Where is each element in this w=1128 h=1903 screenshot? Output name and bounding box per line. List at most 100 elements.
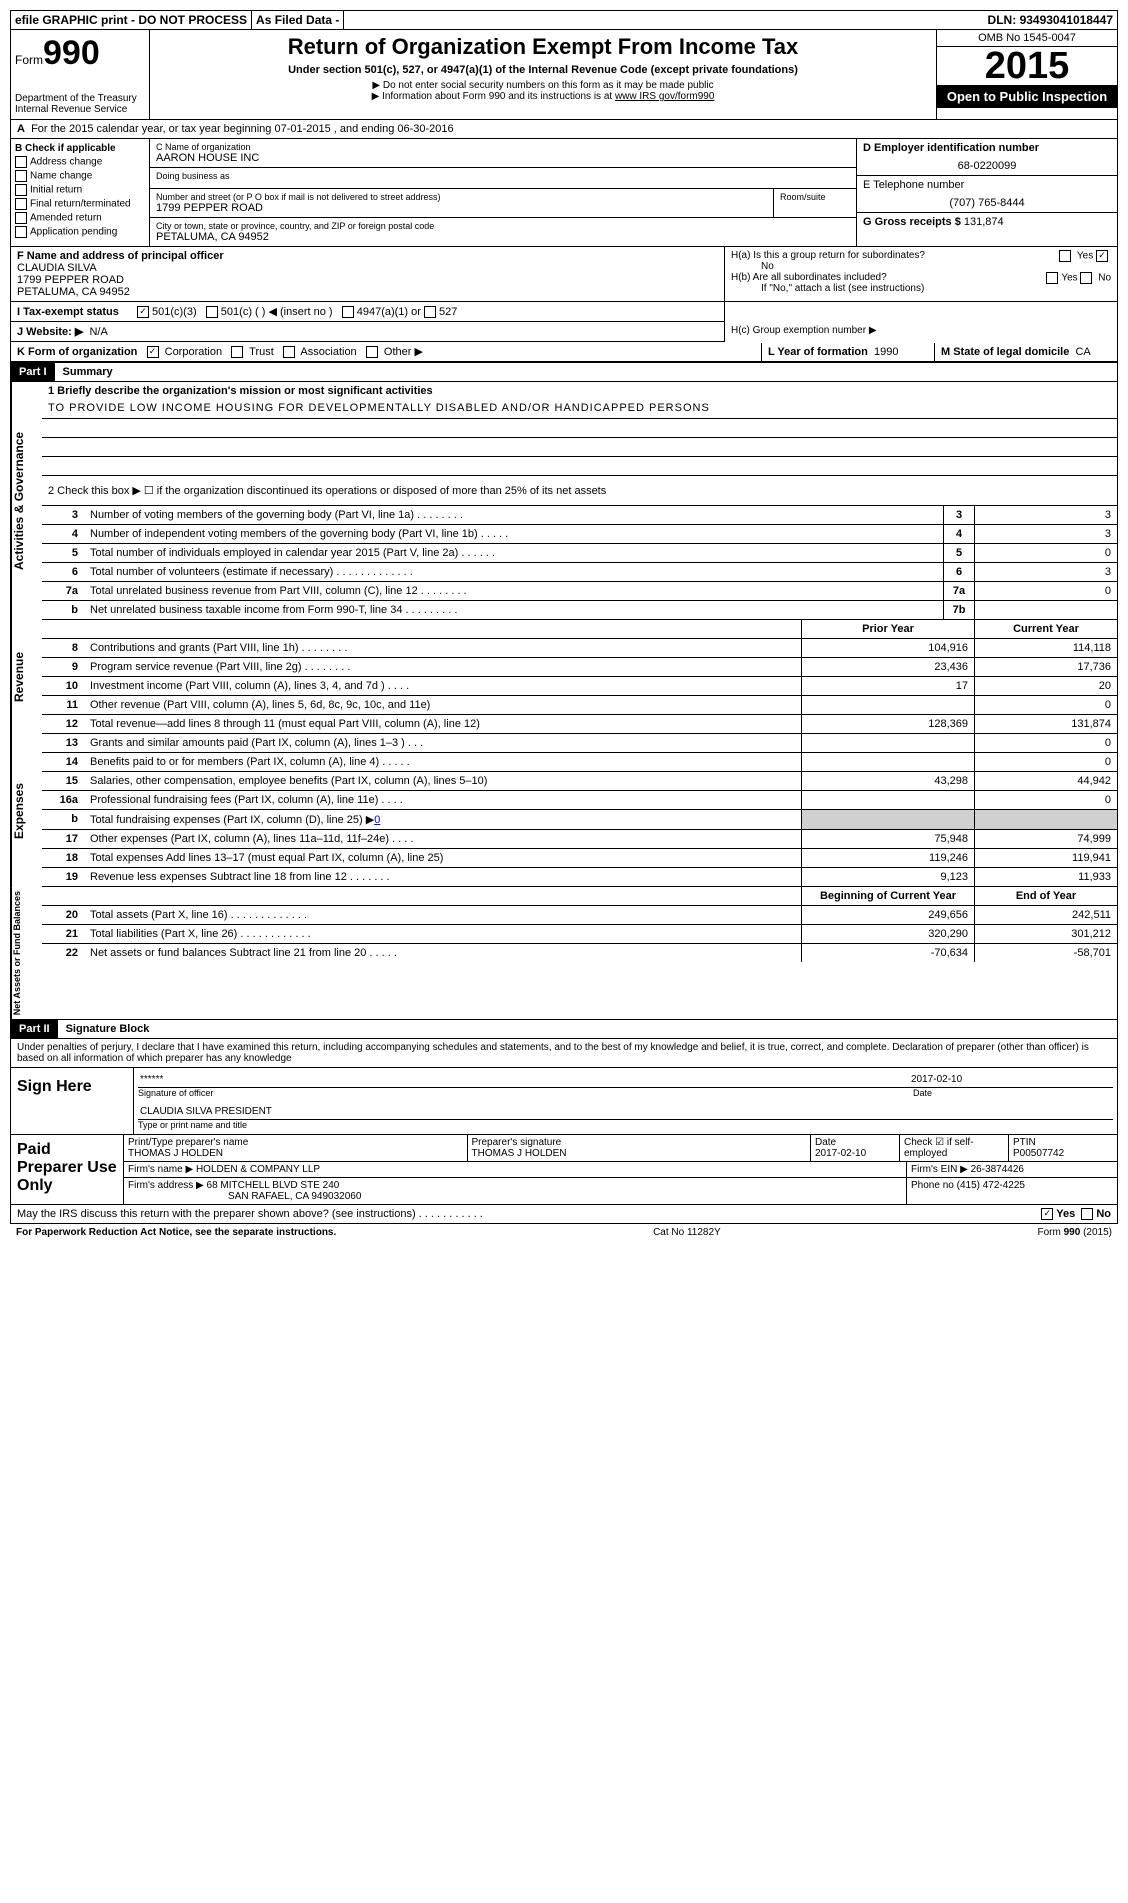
section-e-phone: E Telephone number(707) 765-8444 <box>857 176 1117 213</box>
cb-initial-return[interactable]: Initial return <box>15 184 145 196</box>
line-10: Investment income (Part VIII, column (A)… <box>84 677 801 695</box>
footer-cat: Cat No 11282Y <box>653 1227 721 1238</box>
row-j-website: J Website: ▶ N/A <box>11 322 724 342</box>
cb-527[interactable] <box>424 306 436 318</box>
col-beginning: Beginning of Current Year <box>801 887 974 905</box>
section-f-officer: F Name and address of principal officer … <box>11 247 725 301</box>
section-c-org-info: C Name of organizationAARON HOUSE INC Do… <box>150 139 856 246</box>
cb-final-return[interactable]: Final return/terminated <box>15 198 145 210</box>
cb-amended-return[interactable]: Amended return <box>15 212 145 224</box>
firm-phone: (415) 472-4225 <box>957 1180 1025 1191</box>
city-label: City or town, state or province, country… <box>156 221 850 231</box>
section-b-checkboxes: B Check if applicable Address change Nam… <box>11 139 150 246</box>
mission-text: TO PROVIDE LOW INCOME HOUSING FOR DEVELO… <box>42 400 1117 419</box>
sign-here-section: Sign Here ******2017-02-10 Signature of … <box>11 1067 1117 1135</box>
discuss-row: May the IRS discuss this return with the… <box>11 1204 1117 1223</box>
org-street: 1799 PEPPER ROAD <box>156 202 767 214</box>
efile-notice: efile GRAPHIC print - DO NOT PROCESS <box>11 11 252 29</box>
line-21: Total liabilities (Part X, line 26) . . … <box>84 925 801 943</box>
vert-expenses: Expenses <box>11 734 42 887</box>
officer-signature: ****** <box>140 1074 911 1085</box>
cb-discuss-no[interactable] <box>1081 1208 1093 1220</box>
vert-net-assets: Net Assets or Fund Balances <box>11 887 42 1019</box>
line-17: Other expenses (Part IX, column (A), lin… <box>84 830 801 848</box>
line-4: Number of independent voting members of … <box>84 525 943 543</box>
firm-address: 68 MITCHELL BLVD STE 240 <box>207 1180 340 1191</box>
line-9: Program service revenue (Part VIII, line… <box>84 658 801 676</box>
cb-corporation[interactable]: ✓ <box>147 346 159 358</box>
org-name: AARON HOUSE INC <box>156 152 850 164</box>
cb-other[interactable] <box>366 346 378 358</box>
cb-name-change[interactable]: Name change <box>15 170 145 182</box>
preparer-date: 2017-02-10 <box>815 1148 895 1159</box>
firm-ein: 26-3874426 <box>971 1164 1024 1175</box>
room-label: Room/suite <box>780 192 850 202</box>
form-header: Form990 Department of the Treasury Inter… <box>11 30 1117 120</box>
line-1-mission: 1 Briefly describe the organization's mi… <box>42 382 1117 400</box>
cb-application-pending[interactable]: Application pending <box>15 226 145 238</box>
line-11: Other revenue (Part VIII, column (A), li… <box>84 696 801 714</box>
top-bar: efile GRAPHIC print - DO NOT PROCESS As … <box>11 11 1117 30</box>
line-13: Grants and similar amounts paid (Part IX… <box>84 734 801 752</box>
line-5: Total number of individuals employed in … <box>84 544 943 562</box>
line-16b: Total fundraising expenses (Part IX, col… <box>84 810 801 829</box>
tax-year: 2015 <box>937 47 1117 85</box>
row-l-formation: L Year of formation 1990 <box>761 343 934 361</box>
line-2-discontinued: 2 Check this box ▶ ☐ if the organization… <box>42 476 1117 506</box>
row-a-tax-year: A For the 2015 calendar year, or tax yea… <box>11 120 1117 139</box>
officer-name: CLAUDIA SILVA PRESIDENT <box>140 1106 272 1117</box>
sign-date: 2017-02-10 <box>911 1074 1111 1085</box>
c-name-label: C Name of organization <box>156 142 850 152</box>
line-7b: Net unrelated business taxable income fr… <box>84 601 943 619</box>
line-18: Total expenses Add lines 13–17 (must equ… <box>84 849 801 867</box>
row-hc: H(c) Group exemption number ▶ <box>724 302 1117 342</box>
row-i-tax-status: I Tax-exempt status ✓ 501(c)(3) 501(c) (… <box>11 302 724 322</box>
fundraising-link[interactable]: 0 <box>374 814 380 826</box>
footer-form: Form 990 (2015) <box>1038 1227 1112 1238</box>
line-22: Net assets or fund balances Subtract lin… <box>84 944 801 962</box>
cb-association[interactable] <box>283 346 295 358</box>
form-subtitle: Under section 501(c), 527, or 4947(a)(1)… <box>160 64 926 76</box>
firm-name: HOLDEN & COMPANY LLP <box>196 1164 320 1175</box>
line-20: Total assets (Part X, line 16) . . . . .… <box>84 906 801 924</box>
part-i-header: Part ISummary <box>11 362 1117 382</box>
section-h-group: H(a) Is this a group return for subordin… <box>725 247 1117 301</box>
line-3: Number of voting members of the governin… <box>84 506 943 524</box>
cb-501c[interactable] <box>206 306 218 318</box>
open-inspection: Open to Public Inspection <box>937 85 1117 108</box>
footer: For Paperwork Reduction Act Notice, see … <box>10 1224 1118 1241</box>
irs-link[interactable]: www IRS gov/form990 <box>615 91 714 102</box>
self-employed-check[interactable]: Check ☑ if self-employed <box>900 1135 1009 1161</box>
col-prior-year: Prior Year <box>801 620 974 638</box>
line-15: Salaries, other compensation, employee b… <box>84 772 801 790</box>
line-16a: Professional fundraising fees (Part IX, … <box>84 791 801 809</box>
cb-address-change[interactable]: Address change <box>15 156 145 168</box>
preparer-signature: THOMAS J HOLDEN <box>472 1148 807 1159</box>
section-g-receipts: G Gross receipts $ 131,874 <box>857 213 1117 233</box>
form-title: Return of Organization Exempt From Incom… <box>160 34 926 60</box>
cb-trust[interactable] <box>231 346 243 358</box>
cb-4947[interactable] <box>342 306 354 318</box>
addr-label: Number and street (or P O box if mail is… <box>156 192 767 202</box>
cb-501c3[interactable]: ✓ <box>137 306 149 318</box>
vert-governance: Activities & Governance <box>11 382 42 620</box>
footer-notice: For Paperwork Reduction Act Notice, see … <box>16 1227 336 1238</box>
preparer-ptin: P00507742 <box>1013 1148 1113 1159</box>
line-8: Contributions and grants (Part VIII, lin… <box>84 639 801 657</box>
dept-treasury: Department of the Treasury Internal Reve… <box>15 93 145 115</box>
line-7a: Total unrelated business revenue from Pa… <box>84 582 943 600</box>
vert-revenue: Revenue <box>11 620 42 734</box>
col-end: End of Year <box>974 887 1117 905</box>
cb-discuss-yes[interactable]: ✓ <box>1041 1208 1053 1220</box>
paid-preparer-section: Paid Preparer Use Only Print/Type prepar… <box>11 1135 1117 1204</box>
form-990-container: efile GRAPHIC print - DO NOT PROCESS As … <box>10 10 1118 1224</box>
row-m-domicile: M State of legal domicile CA <box>934 343 1117 361</box>
col-current-year: Current Year <box>974 620 1117 638</box>
dba-label: Doing business as <box>156 171 850 181</box>
row-k-form-org: K Form of organization ✓ Corporation Tru… <box>11 342 761 361</box>
org-city: PETALUMA, CA 94952 <box>156 231 850 243</box>
part-ii-header: Part IISignature Block <box>11 1019 1117 1039</box>
note-instructions: ▶ Information about Form 990 and its ins… <box>160 91 926 102</box>
preparer-name: THOMAS J HOLDEN <box>128 1148 463 1159</box>
perjury-statement: Under penalties of perjury, I declare th… <box>11 1039 1117 1067</box>
